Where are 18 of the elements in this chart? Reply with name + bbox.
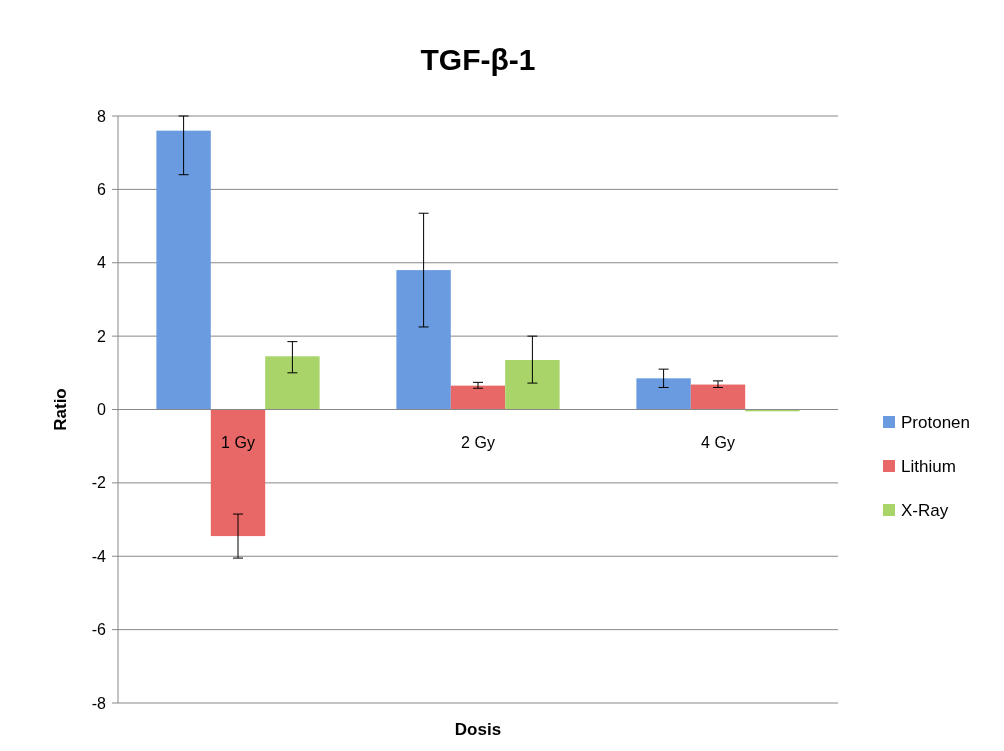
y-tick-label: -2 — [91, 474, 107, 492]
y-tick-label: -6 — [91, 621, 107, 639]
y-tick-label: 6 — [97, 180, 107, 198]
y-tick-label: 2 — [97, 327, 107, 345]
chart-title: TGF-β-1 — [420, 43, 536, 76]
x-tick-label: 2 Gy — [461, 433, 495, 451]
y-tick-label: -4 — [91, 547, 107, 565]
legend-label: Protonen — [901, 412, 970, 432]
y-axis-title: Ratio — [51, 388, 70, 431]
x-tick-label: 4 Gy — [701, 433, 735, 451]
y-tick-label: 4 — [97, 254, 107, 272]
x-axis-title: Dosis — [454, 720, 502, 739]
y-tick-label: -8 — [91, 694, 107, 712]
legend-label: X-Ray — [901, 500, 949, 520]
y-tick-label: 0 — [97, 401, 107, 419]
y-tick-label: 8 — [97, 107, 107, 125]
legend-label: Lithium — [901, 456, 956, 476]
x-tick-label: 1 Gy — [221, 433, 255, 451]
